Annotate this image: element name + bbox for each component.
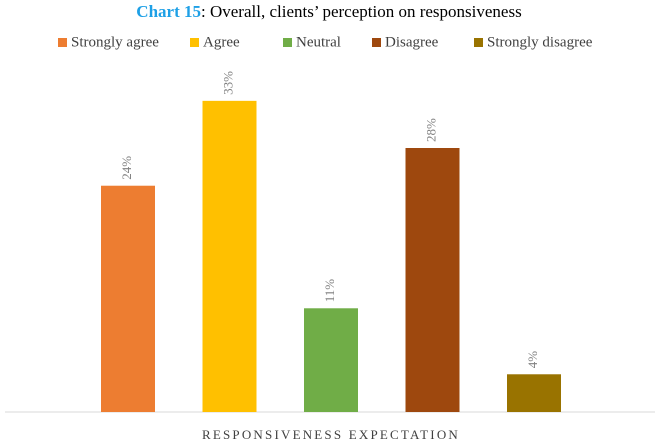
legend-label: Disagree	[385, 34, 439, 50]
bar	[507, 374, 561, 412]
chart-title-text: : Overall, clients’ perception on respon…	[201, 2, 522, 21]
legend-swatch	[58, 38, 67, 47]
chart-title: Chart 15: Overall, clients’ perception o…	[136, 2, 521, 21]
bar	[405, 148, 460, 412]
legend-swatch	[283, 38, 292, 47]
bar	[304, 308, 358, 412]
data-label: 11%	[322, 279, 337, 303]
x-tick-label: RESPONSIVENESS EXPECTATION	[202, 427, 460, 442]
bar	[101, 185, 155, 412]
legend-label: Strongly agree	[71, 34, 159, 50]
legend-label: Strongly disagree	[487, 34, 593, 50]
data-label: 28%	[423, 118, 438, 142]
legend-swatch	[474, 38, 483, 47]
bar	[202, 100, 257, 412]
data-label: 24%	[119, 156, 134, 180]
legend-swatch	[372, 38, 381, 47]
legend-swatch	[190, 38, 199, 47]
legend-label: Neutral	[296, 34, 341, 50]
data-label: 4%	[525, 351, 540, 369]
chart-title-prefix: Chart 15	[136, 2, 201, 21]
legend-label: Agree	[203, 34, 240, 50]
data-label: 33%	[220, 71, 235, 95]
